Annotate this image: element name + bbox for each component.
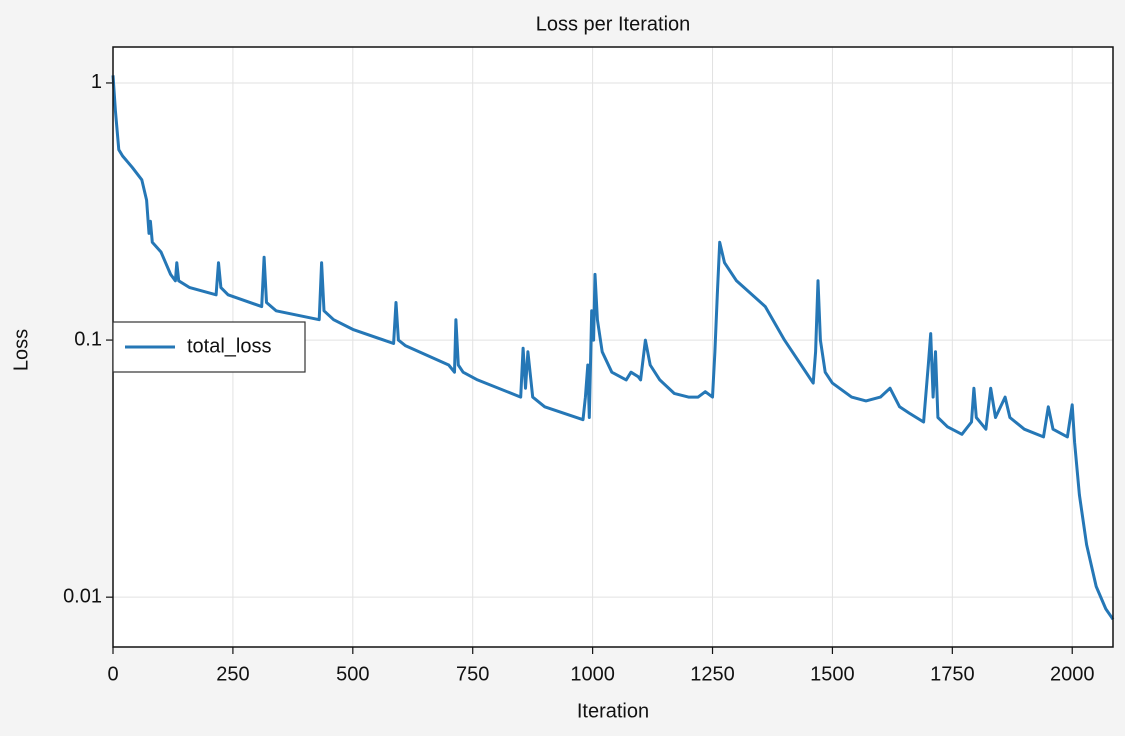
loss-line	[111, 75, 1115, 621]
x-tick-label: 2000	[1050, 663, 1095, 685]
x-tick-label: 250	[216, 663, 249, 685]
y-axis-label: Loss	[10, 329, 32, 371]
y-tick-label: 1	[91, 71, 102, 93]
legend-label: total_loss	[187, 335, 272, 357]
chart-title: Loss per Iteration	[536, 13, 691, 35]
x-tick-label: 750	[456, 663, 489, 685]
x-tick-label: 1250	[690, 663, 735, 685]
x-tick-label: 1750	[930, 663, 975, 685]
x-tick-label: 1500	[810, 663, 855, 685]
x-tick-label: 1000	[570, 663, 615, 685]
y-tick-label: 0.01	[63, 585, 102, 607]
x-tick-label: 500	[336, 663, 369, 685]
x-axis-label: Iteration	[577, 700, 649, 722]
x-tick-label: 0	[107, 663, 118, 685]
y-tick-label: 0.1	[74, 328, 102, 350]
